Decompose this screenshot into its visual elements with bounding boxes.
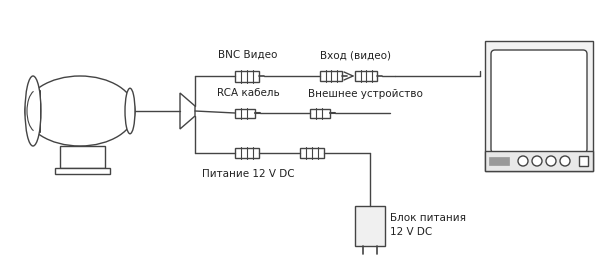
Bar [60,146,105,168]
Ellipse shape [25,76,41,146]
Bar [235,70,259,81]
Bar [320,71,342,81]
Text: BNC Видео: BNC Видео [218,50,278,60]
Text: Вход (видео): Вход (видео) [320,50,391,60]
Bar [355,206,385,246]
Bar [55,168,110,174]
Circle shape [518,156,528,166]
Circle shape [560,156,570,166]
Ellipse shape [25,76,135,146]
Bar [489,157,509,165]
Text: Блок питания: Блок питания [390,213,466,223]
Ellipse shape [125,88,135,134]
Text: Питание 12 V DC: Питание 12 V DC [202,169,295,179]
Bar [579,156,588,166]
Bar [300,148,324,158]
Bar [485,151,593,171]
Bar [485,41,593,171]
Circle shape [532,156,542,166]
Bar [355,71,377,81]
Text: Внешнее устройство: Внешнее устройство [308,89,422,99]
Bar [310,109,330,117]
Text: 12 V DC: 12 V DC [390,227,432,237]
Bar [235,148,259,158]
FancyBboxPatch shape [491,50,587,153]
Text: RCA кабель: RCA кабель [217,88,280,98]
Polygon shape [180,93,195,129]
Circle shape [546,156,556,166]
Bar [235,109,255,117]
